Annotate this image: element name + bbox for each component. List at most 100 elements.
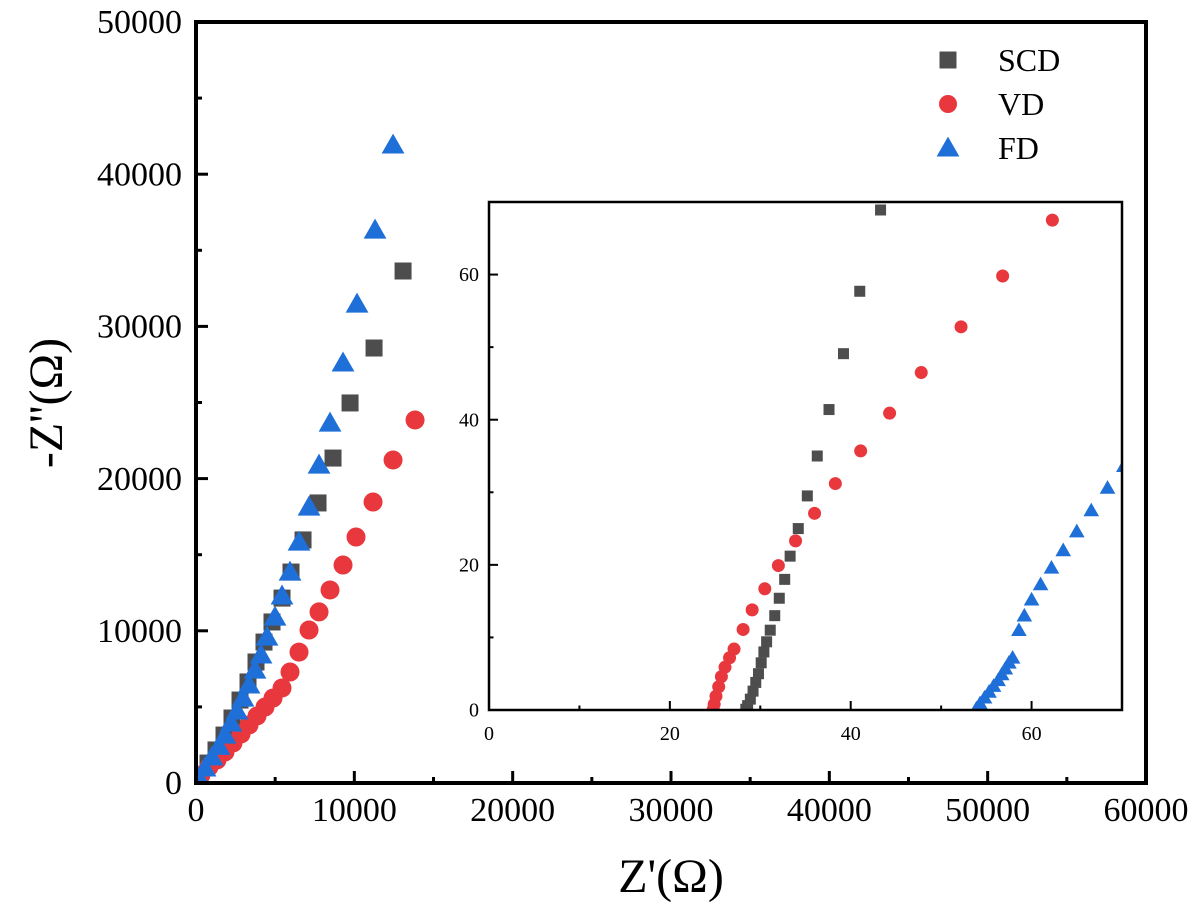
- legend: SCD VD FD: [936, 42, 1060, 166]
- scd-point: [773, 592, 785, 604]
- scd-point: [761, 636, 773, 648]
- scd-point: [854, 285, 866, 297]
- main-y-tick-label: 30000: [97, 309, 182, 346]
- vd-point: [706, 702, 720, 710]
- series-scd: [740, 204, 887, 710]
- main-plot-marks: [196, 133, 425, 783]
- main-y-tick-label: 0: [165, 765, 182, 802]
- vd-point: [808, 506, 822, 520]
- legend-item-scd: SCD: [939, 42, 1060, 78]
- vd-point: [771, 559, 785, 573]
- legend-circle-icon: [939, 95, 957, 113]
- x-axis-label: Z'(Ω): [618, 850, 724, 903]
- vd-point: [299, 620, 319, 640]
- inset-x-tick-label: 40: [841, 723, 861, 745]
- vd-point: [996, 269, 1010, 283]
- vd-point: [883, 406, 897, 420]
- fd-point: [971, 700, 982, 710]
- fd-point: [196, 766, 209, 783]
- inset-y-tick-label: 60: [459, 264, 479, 286]
- vd-point: [914, 366, 928, 380]
- scd-point: [750, 676, 762, 688]
- legend-item-fd: FD: [936, 130, 1039, 166]
- scd-point: [394, 262, 412, 280]
- inset-y-tick-label: 40: [459, 409, 479, 431]
- legend-label: FD: [998, 130, 1039, 166]
- scd-point: [779, 573, 791, 585]
- scd-point: [752, 668, 764, 680]
- main-y-tick-label: 50000: [97, 4, 182, 41]
- plot-points: [706, 204, 1122, 710]
- fd-point: [1011, 622, 1027, 637]
- vd-point: [745, 603, 759, 617]
- inset-plot-frame: [487, 200, 1124, 712]
- main-y-tick-label: 40000: [97, 156, 182, 193]
- vd-point: [309, 602, 329, 622]
- legend-triangle-icon: [936, 136, 960, 157]
- scd-point: [823, 404, 835, 416]
- fd-point: [1043, 559, 1060, 574]
- inset-y-tick-label: 0: [469, 700, 479, 722]
- y-axis-label: -Z''(Ω): [20, 338, 73, 468]
- main-x-tick-label: 0: [188, 792, 205, 829]
- inset-axes: 0 20 40 60 0 20 40 60: [459, 200, 1124, 745]
- fd-point: [1083, 502, 1100, 517]
- legend-label: SCD: [998, 42, 1060, 78]
- fd-point: [255, 625, 279, 646]
- vd-point: [280, 662, 300, 682]
- vd-point: [714, 670, 728, 684]
- scd-point: [769, 610, 781, 622]
- legend-label: VD: [998, 86, 1044, 122]
- main-y-tick-label: 20000: [97, 461, 182, 498]
- legend-square-icon: [939, 51, 957, 69]
- vd-point: [333, 555, 353, 575]
- vd-point: [854, 444, 868, 458]
- fd-point: [1099, 480, 1116, 494]
- scd-point: [875, 204, 887, 216]
- scd-point: [792, 523, 804, 535]
- inset-y-tick-label: 20: [459, 554, 479, 576]
- fd-point: [1016, 607, 1033, 622]
- legend-item-vd: VD: [939, 86, 1044, 122]
- inset-background: [489, 202, 1122, 710]
- fd-point: [278, 560, 302, 581]
- inset-x-tick-label: 0: [484, 723, 494, 745]
- fd-point: [1032, 576, 1049, 591]
- vd-point: [346, 527, 366, 547]
- main-x-tick-label: 20000: [470, 792, 555, 829]
- vd-point: [320, 580, 340, 600]
- main-x-tick-label: 40000: [787, 792, 872, 829]
- fd-point: [318, 411, 342, 432]
- fd-point: [381, 133, 405, 154]
- main-x-tick-label: 50000: [945, 792, 1030, 829]
- scd-point: [365, 339, 383, 357]
- inset-x-tick-label: 20: [660, 723, 680, 745]
- fd-point: [307, 453, 331, 474]
- scd-point: [758, 646, 770, 658]
- vd-point: [758, 582, 772, 596]
- main-y-tick-label: 10000: [97, 613, 182, 650]
- series-vd: [706, 213, 1059, 710]
- fd-point: [345, 292, 369, 313]
- fd-point: [249, 643, 273, 664]
- inset-x-tick-label: 60: [1022, 723, 1042, 745]
- inset-chart: 0 20 40 60 0 20 40 60: [459, 200, 1124, 745]
- main-x-tick-label: 30000: [629, 792, 714, 829]
- scd-point: [801, 490, 813, 502]
- fd-point: [1068, 523, 1085, 538]
- scd-point: [744, 693, 756, 705]
- main-x-tick-label: 60000: [1104, 792, 1189, 829]
- main-axes: 0 10000 20000 30000 40000 50000 60000010000200…: [97, 4, 1189, 829]
- fd-point: [263, 605, 287, 626]
- scd-point: [764, 624, 776, 636]
- fd-point: [331, 351, 355, 372]
- scd-point: [755, 657, 767, 669]
- fd-point: [287, 530, 311, 551]
- main-x-tick-label: 10000: [312, 792, 397, 829]
- series-fd: [196, 133, 405, 783]
- scd-point: [747, 685, 759, 697]
- series-fd: [971, 461, 1122, 710]
- scd-point: [811, 450, 823, 462]
- fd-point: [297, 495, 321, 516]
